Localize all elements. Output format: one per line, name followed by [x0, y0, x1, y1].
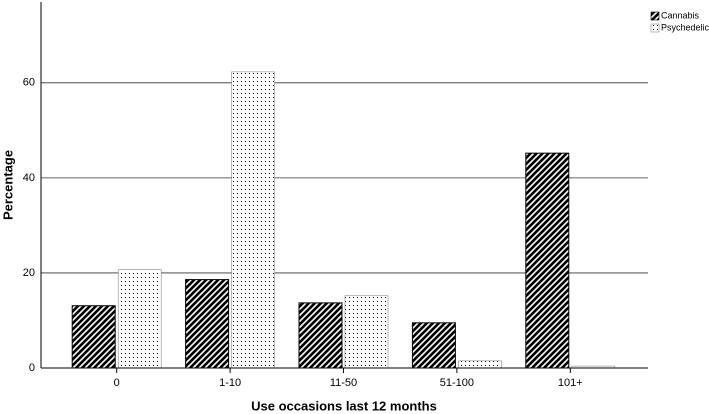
bar: [298, 302, 343, 369]
y-tick-label: 0: [29, 362, 35, 374]
bar: [231, 71, 275, 369]
x-tick-label: 101+: [558, 377, 583, 389]
bar: [185, 279, 230, 369]
bar: [411, 322, 456, 369]
x-tick-label: 11-50: [330, 377, 357, 389]
bar: [71, 305, 116, 369]
x-axis-title: Use occasions last 12 months: [251, 398, 437, 413]
y-tick-label: 40: [23, 172, 35, 184]
bar: [117, 269, 162, 369]
bar: [458, 360, 502, 369]
bar: [525, 152, 570, 369]
x-tick-label: 0: [114, 377, 120, 389]
y-tick-label: 20: [23, 267, 35, 279]
y-tick-label: 60: [23, 77, 35, 89]
legend-label: Psychedelic: [661, 22, 709, 32]
legend-swatch: [650, 11, 660, 21]
bar: [344, 295, 389, 369]
legend-label: Cannabis: [661, 10, 700, 20]
legend-swatch: [650, 23, 660, 33]
y-axis-title: Percentage: [0, 150, 15, 220]
x-tick-label: 1-10: [219, 377, 241, 389]
x-tick-label: 51-100: [440, 377, 474, 389]
